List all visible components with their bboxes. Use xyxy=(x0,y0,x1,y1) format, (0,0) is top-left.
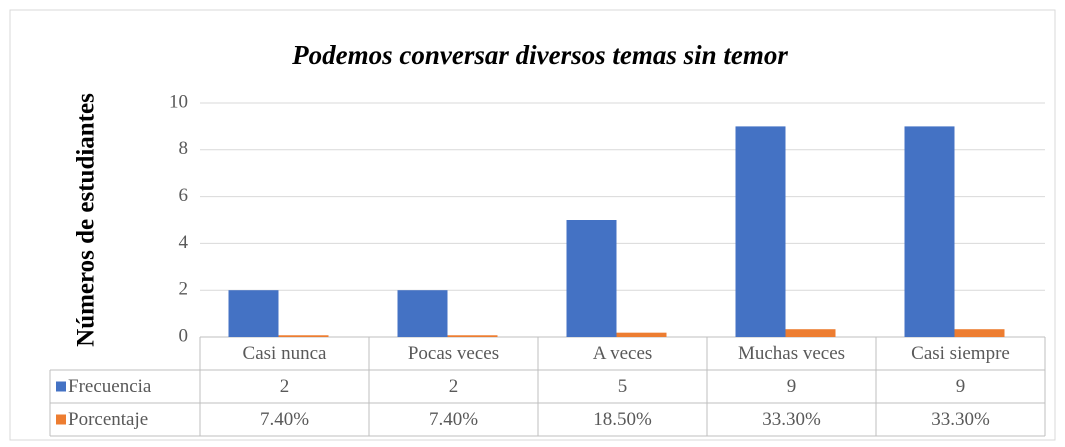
bar xyxy=(735,126,786,338)
x-tick-label: Pocas veces xyxy=(408,343,499,364)
bar xyxy=(397,290,448,337)
data-table-value: 7.40% xyxy=(260,409,309,430)
data-table-value: 33.30% xyxy=(762,409,821,430)
data-table-value: 9 xyxy=(787,376,797,397)
data-table-value: 5 xyxy=(618,376,628,397)
data-table-value: 18.50% xyxy=(593,409,652,430)
data-table-value: 9 xyxy=(956,376,966,397)
data-table-value: 2 xyxy=(449,376,459,397)
legend-key xyxy=(56,381,66,392)
chart-title: Podemos conversar diversos temas sin tem… xyxy=(291,40,788,70)
chart-border xyxy=(9,9,1056,441)
x-tick-label: A veces xyxy=(593,343,653,364)
data-table-value: 2 xyxy=(280,376,290,397)
y-tick-label: 8 xyxy=(179,138,189,159)
bar xyxy=(447,335,498,337)
legend-label: Porcentaje xyxy=(68,409,148,430)
data-table-value: 33.30% xyxy=(931,409,990,430)
y-tick-label: 10 xyxy=(169,91,188,112)
y-tick-label: 2 xyxy=(179,279,189,300)
x-tick-label: Casi nunca xyxy=(243,343,327,364)
x-tick-label: Muchas veces xyxy=(738,343,845,364)
bar xyxy=(904,126,955,338)
bar xyxy=(954,329,1005,337)
y-tick-label: 6 xyxy=(179,185,189,206)
y-tick-label: 0 xyxy=(179,325,189,346)
x-tick-label: Casi siempre xyxy=(911,343,1010,364)
y-axis-label: Números de estudiantes xyxy=(73,93,100,347)
bar xyxy=(616,332,667,337)
legend-key xyxy=(56,414,66,425)
data-table-value: 7.40% xyxy=(429,409,478,430)
legend-label: Frecuencia xyxy=(68,376,152,397)
bar xyxy=(785,329,836,337)
y-tick-label: 4 xyxy=(179,232,189,253)
bar xyxy=(566,220,617,337)
bar xyxy=(228,290,279,337)
bar xyxy=(278,335,329,337)
